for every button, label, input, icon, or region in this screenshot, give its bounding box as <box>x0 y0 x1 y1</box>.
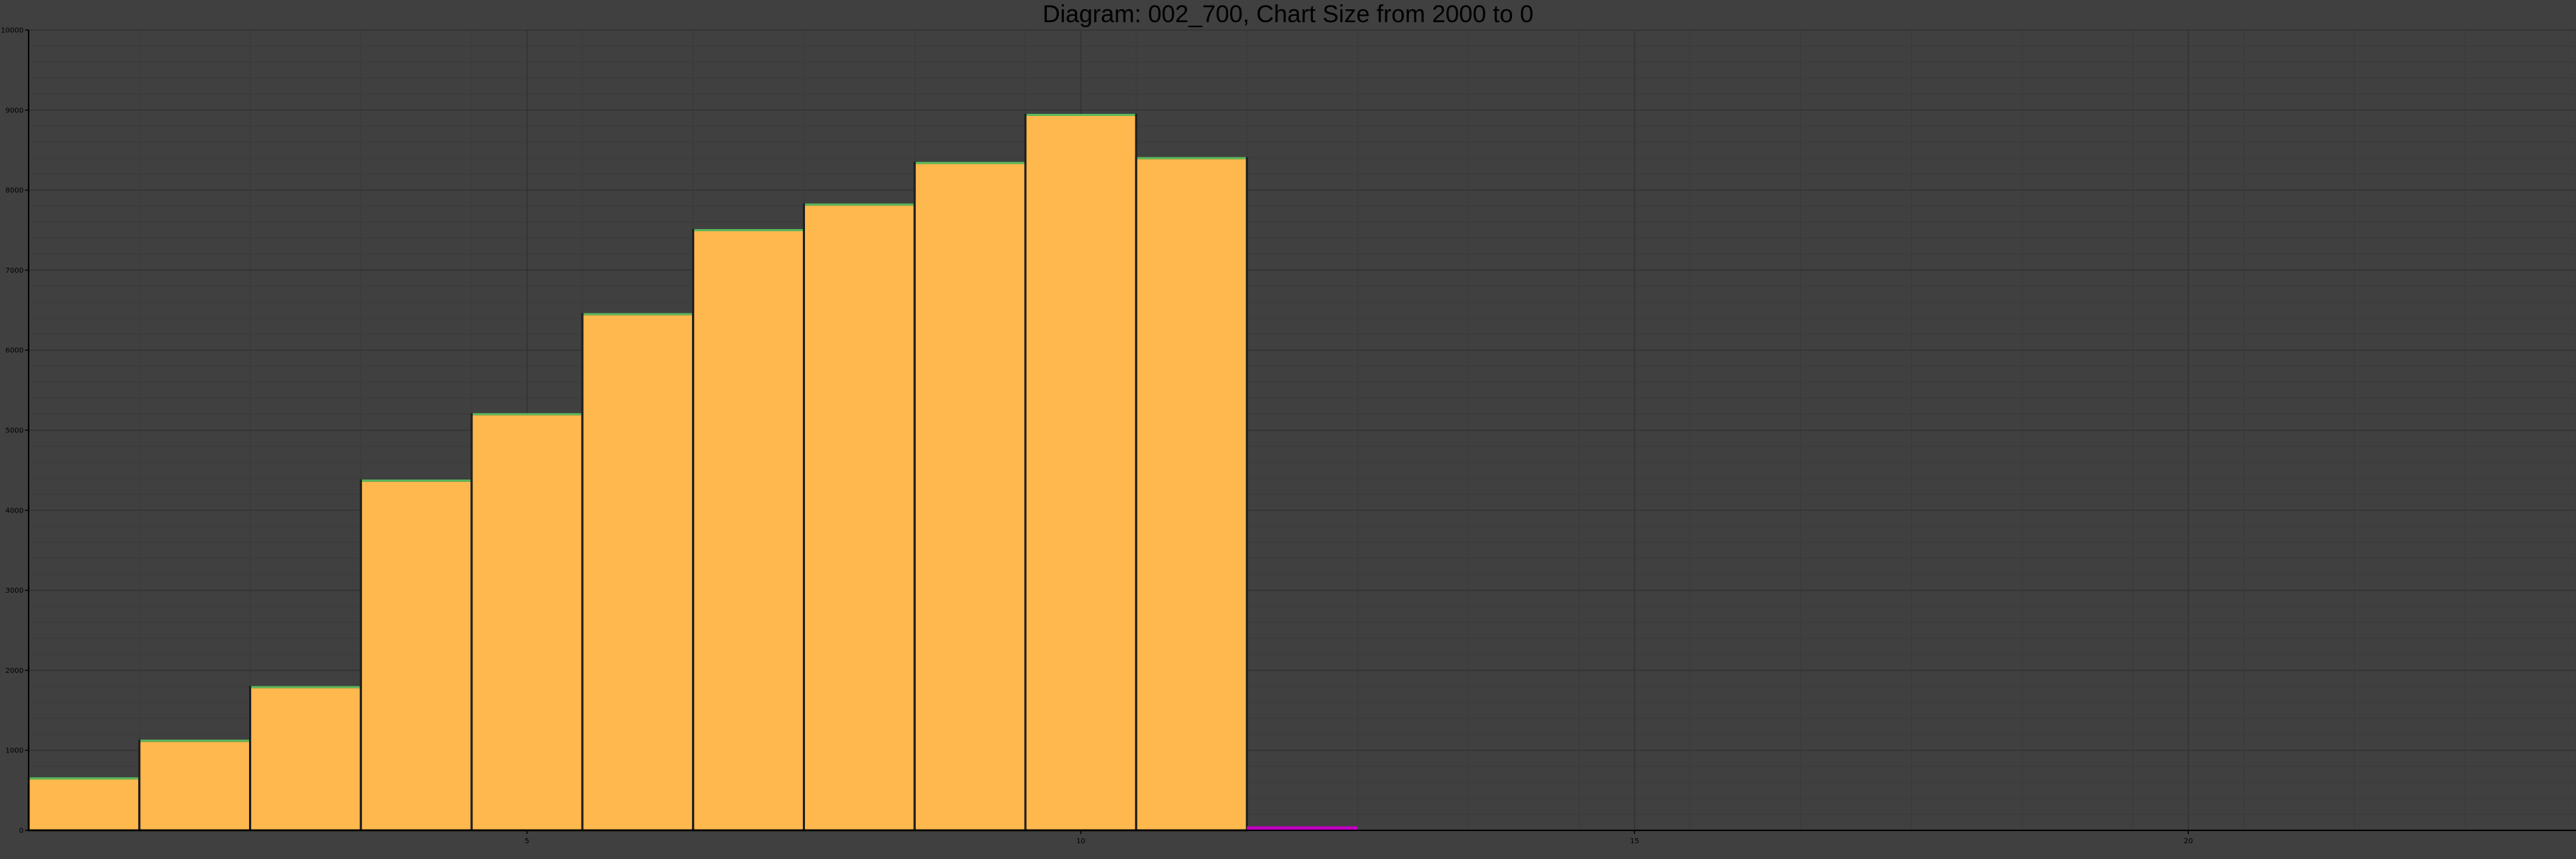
y-tick-label: 6000 <box>6 347 24 355</box>
y-tick-label: 0 <box>19 828 24 835</box>
bar <box>249 686 362 832</box>
bar <box>913 162 1027 832</box>
y-tick-label: 5000 <box>6 427 24 435</box>
bar <box>581 313 695 832</box>
y-tick-label: 3000 <box>6 587 24 595</box>
bar <box>802 203 916 832</box>
x-tick-label: 10 <box>1076 838 1085 845</box>
y-tick-label: 8000 <box>6 187 24 195</box>
bar <box>692 229 805 832</box>
x-tick-label: 20 <box>2184 838 2193 845</box>
y-tick-label: 2000 <box>6 667 24 675</box>
chart-title: Diagram: 002_700, Chart Size from 2000 t… <box>1042 1 1534 28</box>
y-tick-label: 4000 <box>6 507 24 515</box>
bar <box>470 413 584 832</box>
bar <box>359 479 473 832</box>
bar <box>1024 114 1138 832</box>
bar <box>138 739 252 832</box>
bar <box>27 777 141 832</box>
y-tick-label: 1000 <box>6 747 24 755</box>
bar <box>1135 157 1249 832</box>
y-tick-label: 9000 <box>6 107 24 115</box>
y-tick-label: 10000 <box>1 27 24 35</box>
y-tick-label: 7000 <box>6 267 24 275</box>
x-tick-label: 15 <box>1630 838 1639 845</box>
bar <box>1246 826 1358 830</box>
x-tick-label: 5 <box>525 838 529 845</box>
